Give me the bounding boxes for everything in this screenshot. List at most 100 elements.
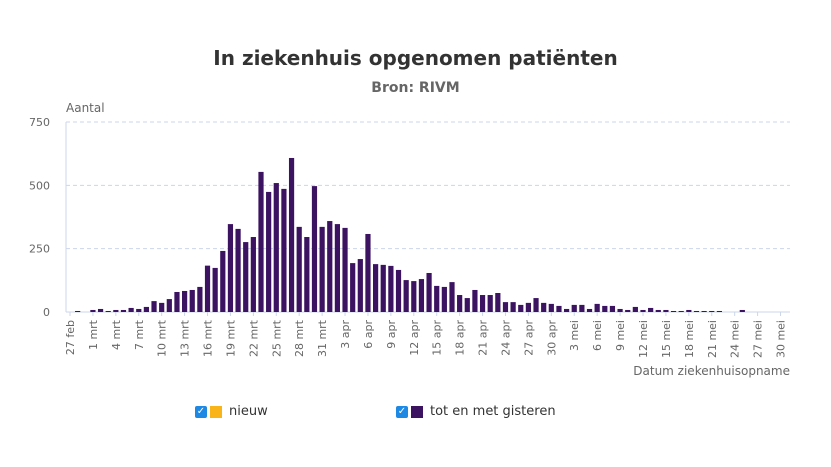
bar-chart: 0 250 500 750 Aantal Datum ziekenhuisopname 27… (29, 101, 790, 378)
bar (609, 305, 616, 312)
bar (235, 228, 241, 312)
bar (311, 186, 318, 312)
bar (418, 279, 425, 312)
x-tick-label: 27 mei (752, 320, 765, 358)
bar (266, 191, 272, 312)
x-tick-label: 3 apr (339, 320, 352, 349)
x-tick-label: 30 mei (775, 320, 788, 358)
legend-label: nieuw (229, 404, 268, 419)
bar (510, 302, 516, 312)
bar (579, 304, 585, 312)
bar (197, 286, 203, 312)
bar (166, 299, 172, 312)
x-tick-label: 25 mrt (270, 319, 283, 357)
x-tick-label: 7 mrt (133, 319, 146, 350)
bar (678, 310, 684, 312)
bar (151, 301, 157, 312)
bar (250, 237, 256, 312)
x-tick-label: 24 mei (729, 320, 742, 358)
legend-label: tot en met gisteren (430, 404, 556, 419)
bar (693, 310, 700, 312)
x-tick-label: 9 apr (385, 320, 398, 349)
bar (273, 183, 279, 312)
bar (541, 302, 547, 312)
bar (136, 308, 142, 312)
legend-item-tot-en-met-gisteren[interactable]: ✓ tot en met gisteren (396, 404, 556, 419)
x-tick-label: 10 mrt (156, 319, 169, 357)
x-tick-label: 12 apr (408, 320, 421, 356)
bar (220, 250, 226, 312)
bar (548, 303, 554, 312)
y-tick-label: 250 (29, 243, 50, 256)
x-tick-label: 6 mei (591, 320, 604, 351)
bar (648, 307, 654, 312)
bar (594, 303, 600, 312)
x-tick-label: 22 mrt (247, 319, 260, 357)
bar (159, 302, 165, 312)
bar (716, 310, 722, 312)
x-tick-label: 4 mrt (110, 319, 123, 350)
bar (457, 295, 463, 312)
bar (426, 272, 432, 312)
bar (296, 226, 302, 312)
bar (571, 304, 577, 312)
bar (174, 291, 180, 312)
bar (556, 305, 562, 312)
x-tick-label: 9 mei (614, 320, 627, 351)
bar (334, 224, 340, 312)
bar (670, 310, 677, 312)
y-tick-label: 500 (29, 179, 50, 192)
bar (586, 308, 593, 312)
bar (632, 306, 638, 312)
y-axis-title: Aantal (66, 101, 105, 115)
bar (602, 305, 608, 312)
checkbox-checked-icon[interactable]: ✓ (396, 405, 408, 418)
bar (533, 298, 539, 312)
bar (258, 171, 264, 312)
bar (319, 226, 325, 312)
bar (663, 309, 669, 312)
bar (357, 259, 363, 312)
bar (327, 221, 333, 312)
chart-subtitle: Bron: RIVM (371, 80, 460, 96)
x-tick-label: 19 mrt (224, 319, 237, 357)
bar (304, 237, 310, 312)
bar (128, 307, 134, 312)
x-tick-label: 21 apr (477, 320, 490, 356)
bar (90, 309, 96, 312)
x-tick-label: 18 mei (683, 320, 696, 358)
x-tick-label: 16 mrt (202, 319, 215, 357)
y-tick-label: 0 (43, 306, 50, 319)
bar (189, 289, 195, 312)
bar (655, 309, 661, 312)
bar (373, 264, 379, 312)
bar (564, 308, 570, 312)
x-tick-label: 12 mei (637, 320, 650, 358)
bar (701, 310, 707, 312)
bar (441, 286, 447, 312)
checkbox-checked-icon[interactable]: ✓ (195, 405, 207, 418)
bar (182, 290, 188, 312)
bar (365, 233, 371, 312)
bar (617, 308, 623, 312)
bar (212, 267, 218, 312)
bar (686, 309, 692, 312)
x-tick-label: 3 mei (568, 320, 581, 351)
bar (97, 308, 104, 312)
bar (518, 304, 524, 312)
legend-swatch (411, 405, 423, 418)
bar (709, 310, 715, 312)
bar (227, 224, 234, 312)
x-tick-label: 27 apr (522, 320, 535, 356)
x-tick-label: 24 apr (499, 320, 512, 356)
bar (75, 310, 81, 312)
bar (281, 188, 287, 312)
y-tick-label: 750 (29, 116, 50, 129)
bar (739, 309, 745, 312)
bar (487, 295, 493, 312)
bar (434, 285, 440, 312)
x-tick-label: 27 feb (64, 320, 77, 355)
bar (288, 157, 295, 312)
legend-item-nieuw[interactable]: ✓ nieuw (195, 404, 268, 419)
legend-swatch (210, 405, 222, 418)
